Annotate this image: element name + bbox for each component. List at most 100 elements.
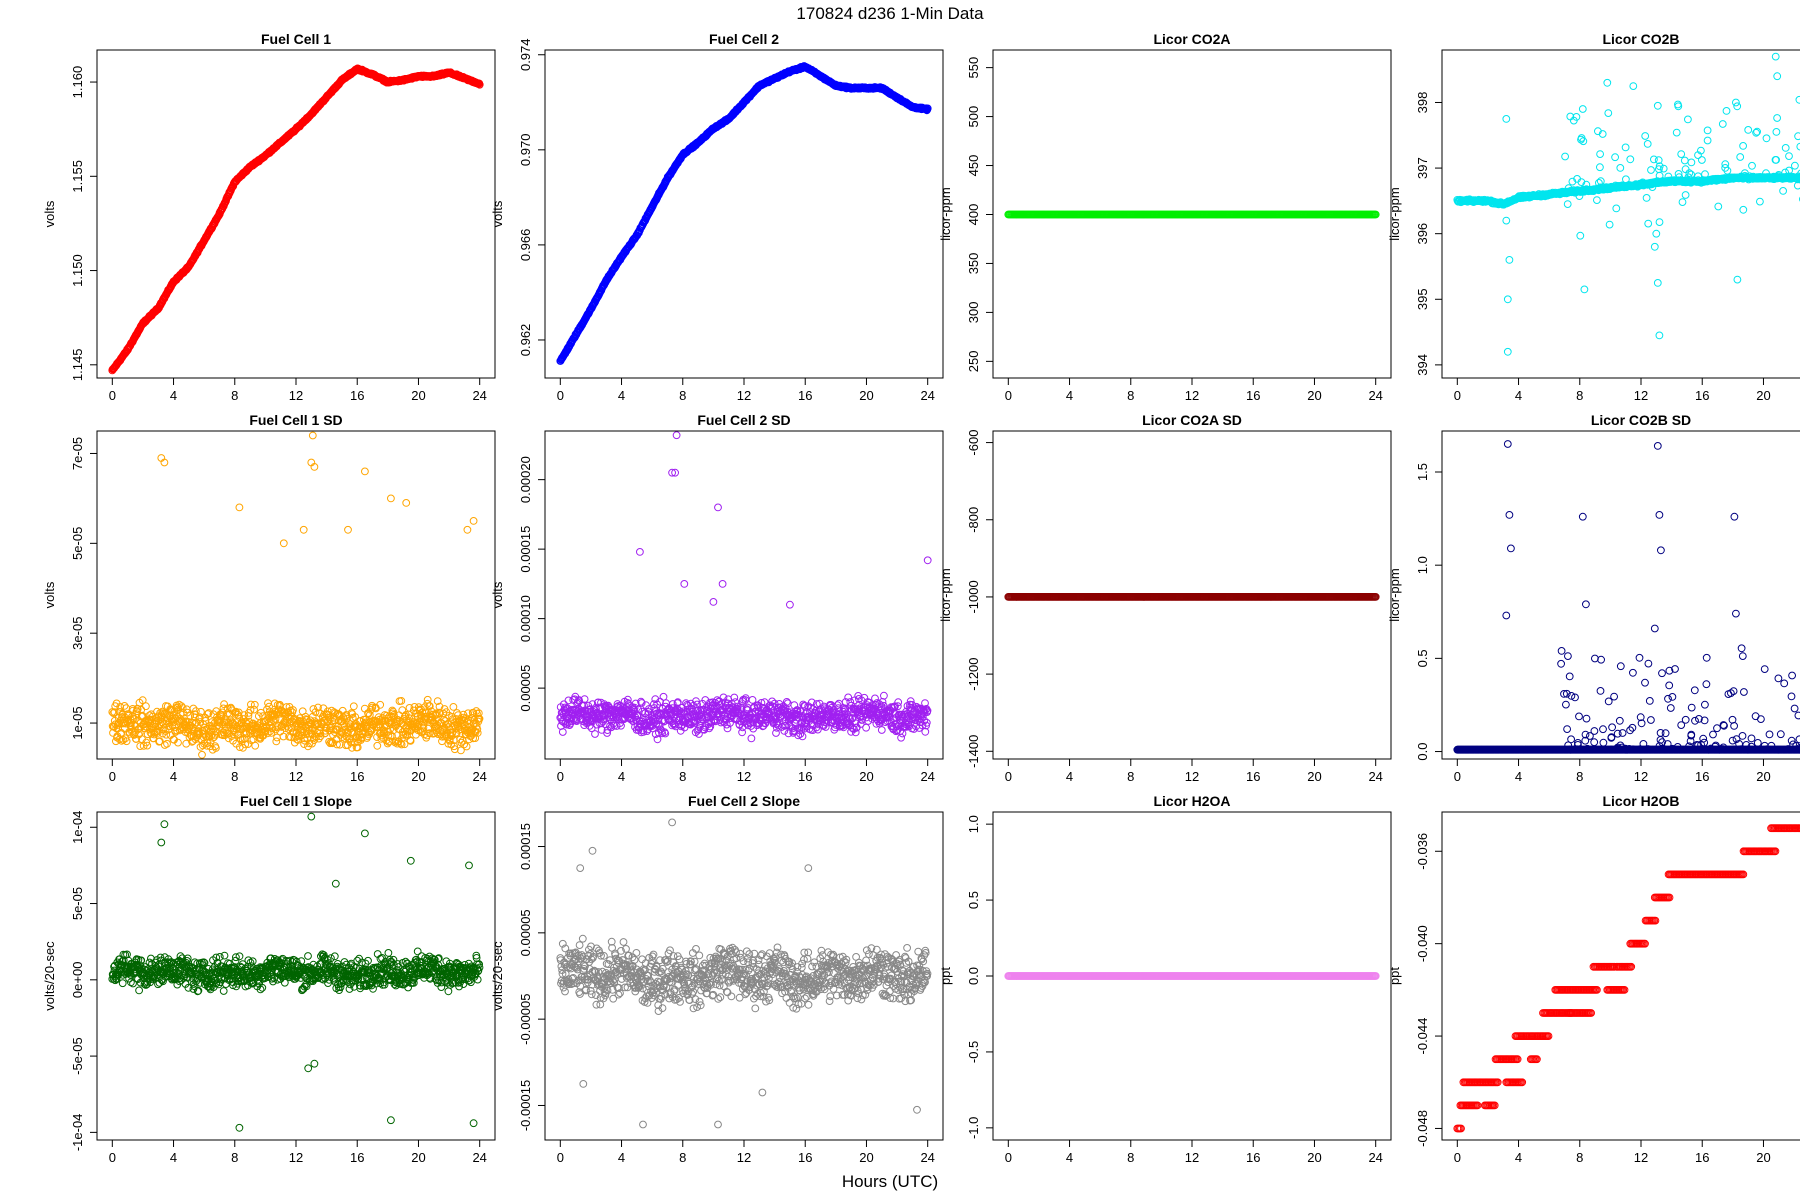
data-point: [1596, 163, 1604, 172]
data-point: [1611, 153, 1619, 162]
data-point: [1655, 218, 1664, 227]
y-tick-label: 398: [1415, 92, 1430, 114]
panel-title: Fuel Cell 2: [709, 31, 779, 47]
data-point: [469, 517, 478, 525]
data-point: [1642, 194, 1651, 202]
x-tick-label: 24: [472, 769, 486, 784]
data-point: [1644, 219, 1653, 228]
data-point: [1505, 256, 1514, 264]
data-point: [1773, 114, 1781, 122]
data-point: [1722, 107, 1731, 115]
data-point: [1603, 78, 1612, 87]
x-tick-label: 12: [289, 769, 303, 784]
data-point: [748, 696, 757, 704]
data-point: [463, 525, 472, 534]
data-point: [1650, 155, 1658, 164]
data-point: [308, 431, 317, 440]
x-tick-label: 0: [109, 769, 116, 784]
data-point: [1684, 115, 1692, 124]
x-tick-label: 8: [1576, 388, 1583, 403]
data-point: [1736, 153, 1745, 161]
data-point: [1779, 187, 1787, 195]
x-axis-title: Hours (UTC): [842, 1172, 938, 1191]
data-point: [1652, 229, 1661, 238]
y-axis-label: volts: [490, 200, 505, 227]
data-point: [1616, 164, 1625, 172]
data-point: [1605, 220, 1614, 229]
data-point: [1677, 150, 1686, 159]
data-point: [250, 700, 259, 709]
x-tick-label: 8: [231, 388, 238, 403]
data-point: [1744, 125, 1753, 134]
data-point: [1678, 198, 1687, 207]
data-point: [1733, 275, 1742, 284]
page-title: 170824 d236 1-Min Data: [796, 4, 984, 23]
plot-frame: [96, 49, 496, 379]
data-point: [1748, 161, 1756, 170]
data-point: [1794, 132, 1800, 141]
x-tick-label: 20: [411, 769, 425, 784]
x-tick-label: 20: [1307, 388, 1321, 403]
data-point: [1703, 136, 1712, 145]
y-tick-label: 1e-05: [70, 706, 85, 739]
x-tick-label: 20: [1756, 388, 1770, 403]
data-point: [747, 734, 756, 743]
y-tick-label: 550: [966, 57, 981, 79]
data-point: [449, 703, 458, 711]
y-tick-label: 0.966: [518, 229, 533, 262]
data-point: [475, 80, 484, 89]
y-tick-label: 3e-05: [70, 617, 85, 650]
x-tick-label: 4: [170, 388, 177, 403]
data-point: [1622, 175, 1630, 184]
data-point: [1655, 331, 1664, 340]
data-point: [1739, 205, 1748, 214]
data-point: [198, 750, 206, 759]
y-axis-label: volts: [490, 581, 505, 608]
data-point: [1653, 279, 1662, 287]
data-point: [1578, 105, 1587, 113]
data-points: [1004, 210, 1380, 219]
x-tick-label: 20: [859, 388, 873, 403]
y-tick-label: 1.150: [70, 254, 85, 287]
y-tick-label: 397: [1415, 157, 1430, 179]
data-point: [730, 693, 739, 702]
y-tick-label: 0.974: [518, 38, 533, 71]
data-point: [1714, 202, 1723, 211]
data-point: [1772, 128, 1781, 136]
x-tick-label: 8: [679, 388, 686, 403]
data-point: [558, 728, 567, 736]
data-point: [299, 525, 308, 534]
x-tick-label: 8: [231, 769, 238, 784]
data-point: [1612, 204, 1621, 213]
x-tick-label: 12: [737, 388, 751, 403]
data-point: [1502, 216, 1511, 225]
data-point: [1681, 191, 1690, 199]
x-tick-label: 0: [109, 388, 116, 403]
y-tick-label: 7e-05: [70, 437, 85, 470]
data-point: [1762, 134, 1771, 143]
data-point: [1647, 166, 1655, 174]
y-tick-label: 400: [966, 204, 981, 226]
data-point: [349, 702, 358, 711]
data-point: [1785, 152, 1793, 161]
y-tick-label: 396: [1415, 223, 1430, 245]
y-tick-label: 300: [966, 302, 981, 324]
data-point: [1791, 161, 1799, 170]
data-point: [659, 692, 668, 701]
data-point: [1698, 156, 1706, 164]
data-point: [251, 741, 260, 750]
x-tick-label: 4: [618, 388, 625, 403]
data-points: [556, 62, 932, 365]
y-tick-label: 250: [966, 351, 981, 373]
data-point: [235, 503, 244, 512]
